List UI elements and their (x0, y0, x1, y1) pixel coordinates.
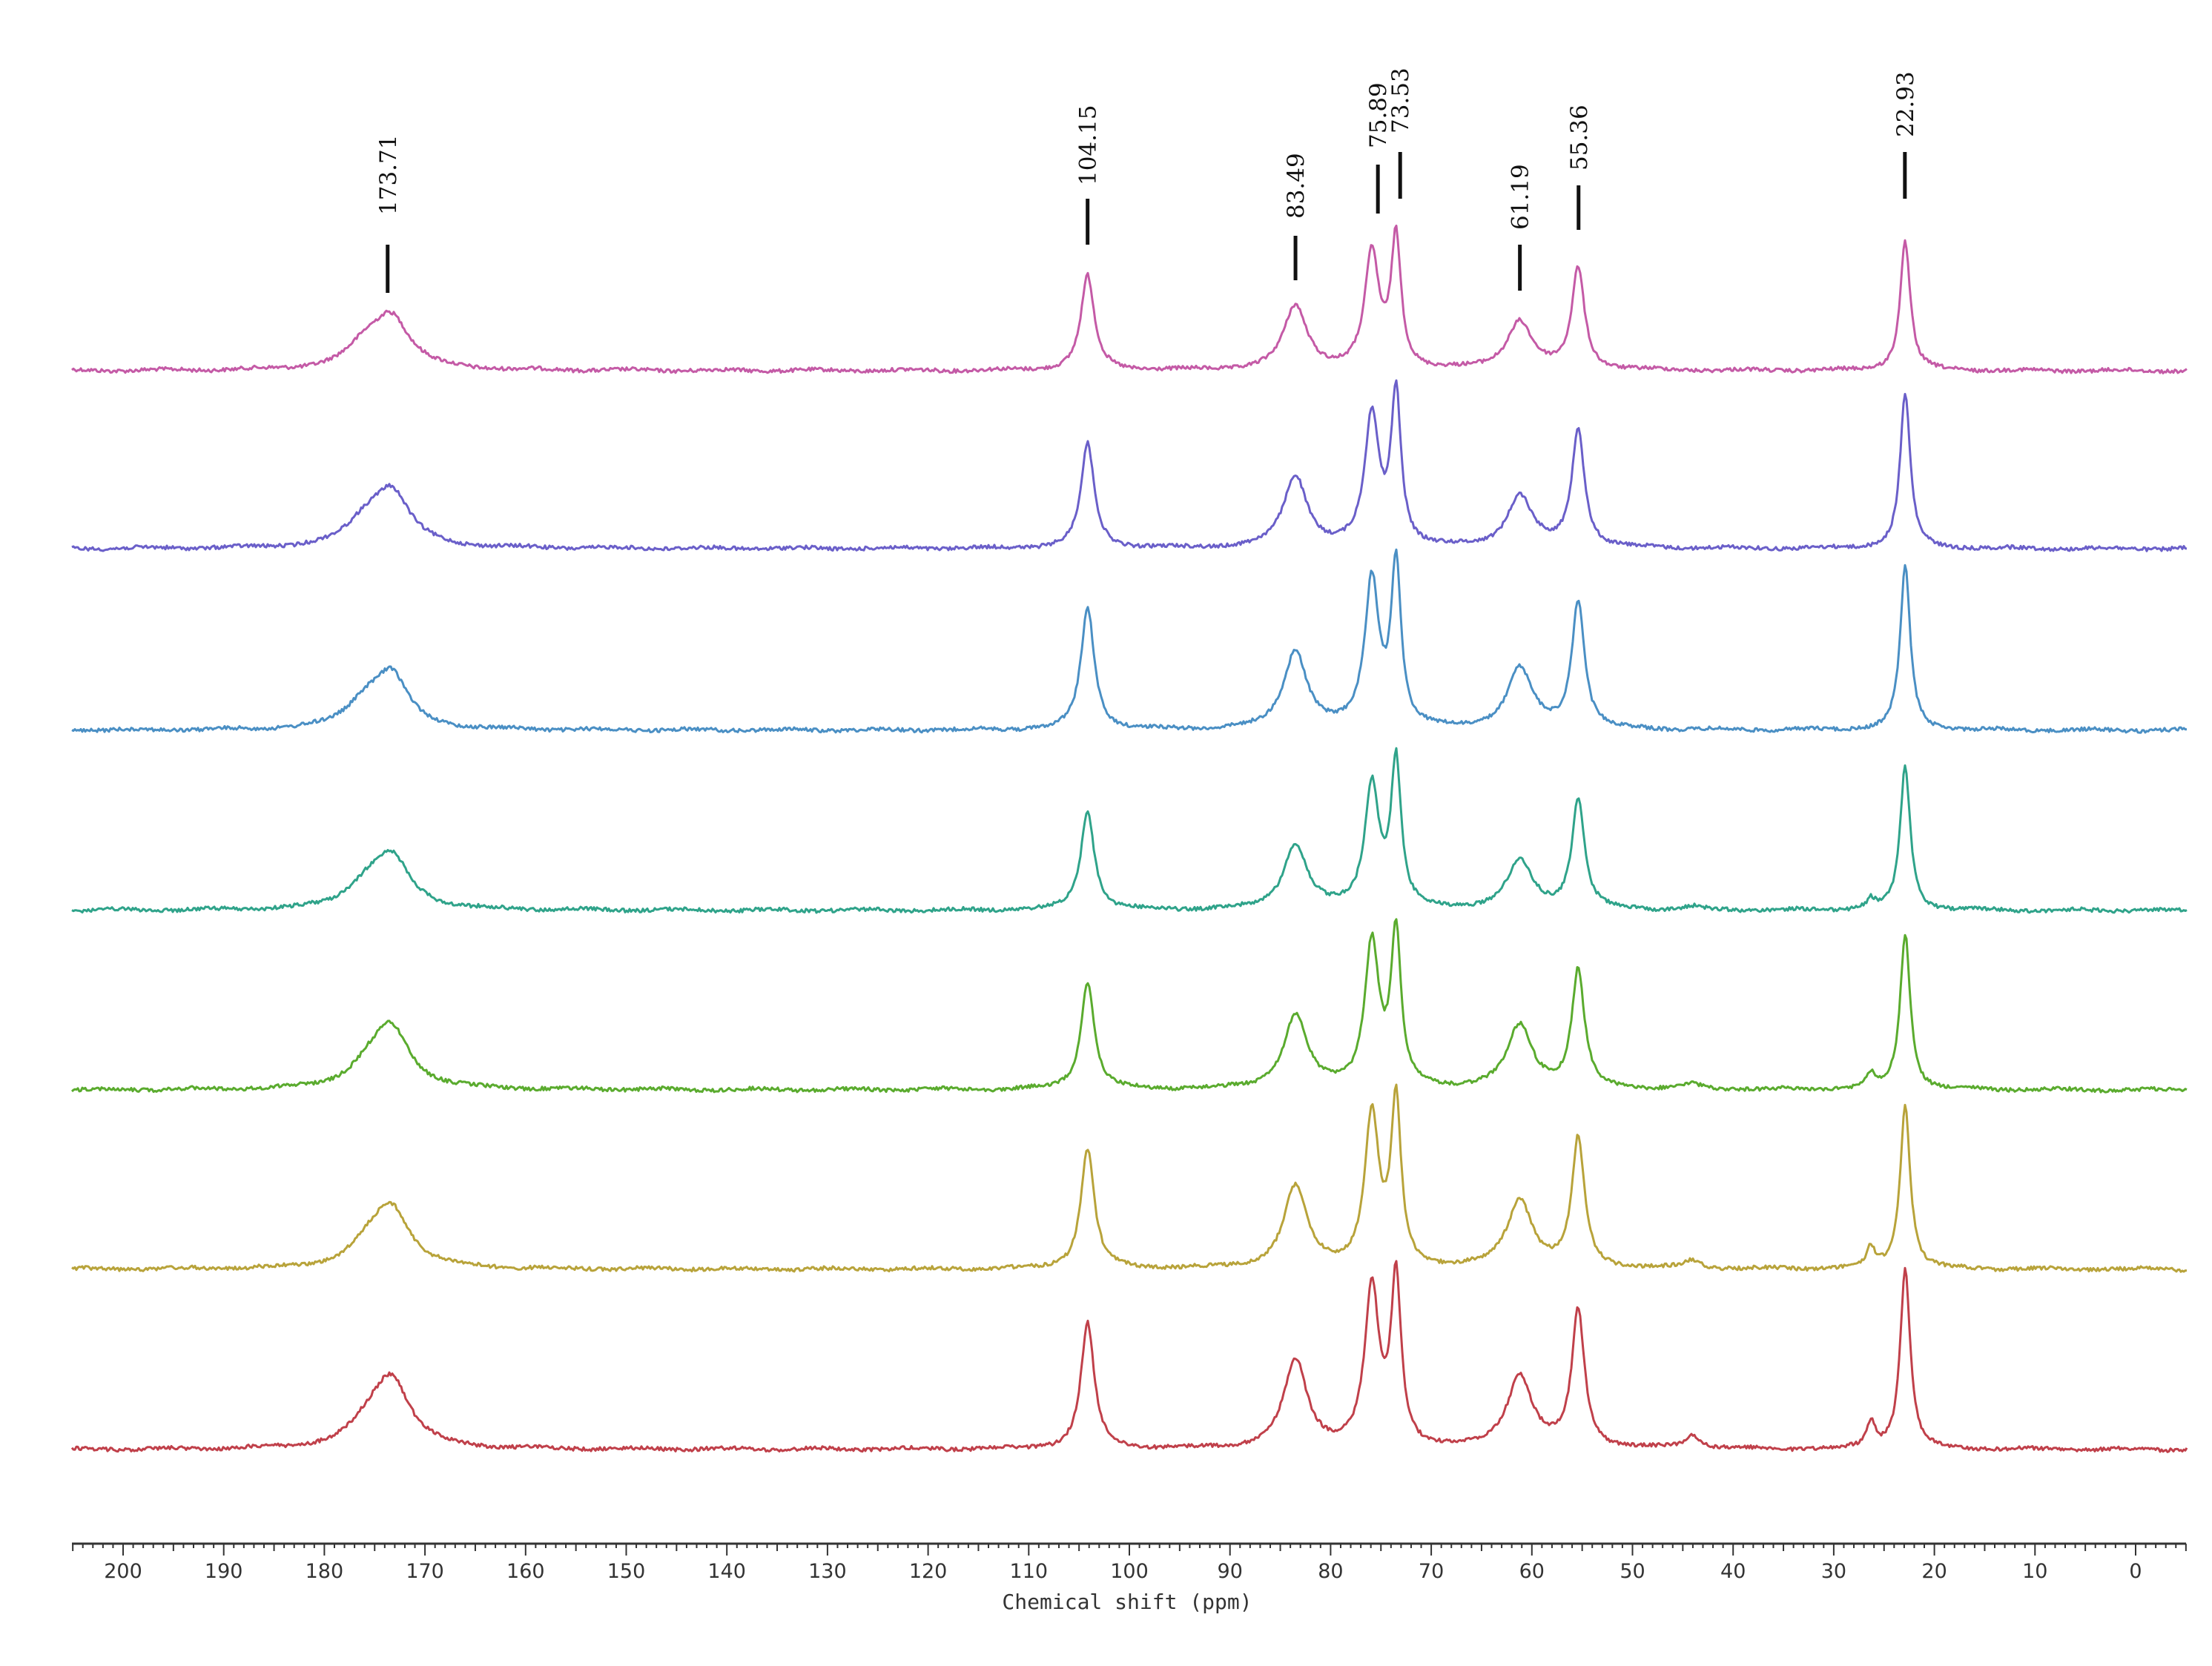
spectrum-line-1 (71, 224, 2188, 374)
x-tick-label-150: 150 (607, 1560, 646, 1583)
peak-label-75-89: 75.89 (1365, 82, 1392, 148)
spectrum-line-3 (71, 548, 2188, 734)
x-tick-label-20: 20 (1921, 1560, 1947, 1583)
peak-label-73-53: 73.53 (1387, 67, 1414, 133)
x-tick-label-50: 50 (1620, 1560, 1645, 1583)
x-tick-label-110: 110 (1010, 1560, 1049, 1583)
x-tick-label-120: 120 (909, 1560, 948, 1583)
peak-label-104-15: 104.15 (1075, 105, 1102, 185)
x-axis-title: Chemical shift (ppm) (1002, 1590, 1252, 1614)
spectrum-line-5 (70, 918, 2188, 1094)
x-tick-label-70: 70 (1419, 1560, 1444, 1583)
x-axis: 200 190 180 170 160 150 140 130 120 110 100 90 80 70 6… (72, 1542, 2187, 1614)
x-tick-label-130: 130 (808, 1560, 847, 1583)
x-tick-label-0: 0 (2129, 1560, 2142, 1583)
x-tick-label-10: 10 (2022, 1560, 2047, 1583)
x-tick-label-180: 180 (306, 1560, 344, 1583)
x-tick-label-140: 140 (707, 1560, 746, 1583)
x-tick-label-60: 60 (1519, 1560, 1545, 1583)
x-tick-label-30: 30 (1821, 1560, 1846, 1583)
peak-label-83-49: 83.49 (1283, 153, 1310, 219)
peak-label-173-71: 173.71 (375, 135, 402, 215)
x-tick-label-190: 190 (205, 1560, 243, 1583)
spectrum-line-4 (71, 747, 2188, 914)
x-tick-label-90: 90 (1218, 1560, 1243, 1583)
x-tick-label-100: 100 (1110, 1560, 1149, 1583)
spectra-group (70, 224, 2188, 1453)
spectrum-line-6 (71, 1083, 2188, 1273)
x-axis-ticks: 200 190 180 170 160 150 140 130 120 110 100 90 80 70 6… (72, 1544, 2187, 1583)
peak-label-22-93: 22.93 (1892, 71, 1919, 137)
x-tick-label-160: 160 (506, 1560, 545, 1583)
spectrum-line-7 (70, 1260, 2188, 1453)
x-tick-label-200: 200 (104, 1560, 142, 1583)
peak-label-55-36: 55.36 (1566, 105, 1593, 171)
x-tick-label-40: 40 (1720, 1560, 1746, 1583)
spectrum-line-2 (71, 379, 2188, 552)
x-tick-label-170: 170 (406, 1560, 444, 1583)
x-tick-label-80: 80 (1318, 1560, 1343, 1583)
peak-label-61-19: 61.19 (1508, 164, 1534, 230)
